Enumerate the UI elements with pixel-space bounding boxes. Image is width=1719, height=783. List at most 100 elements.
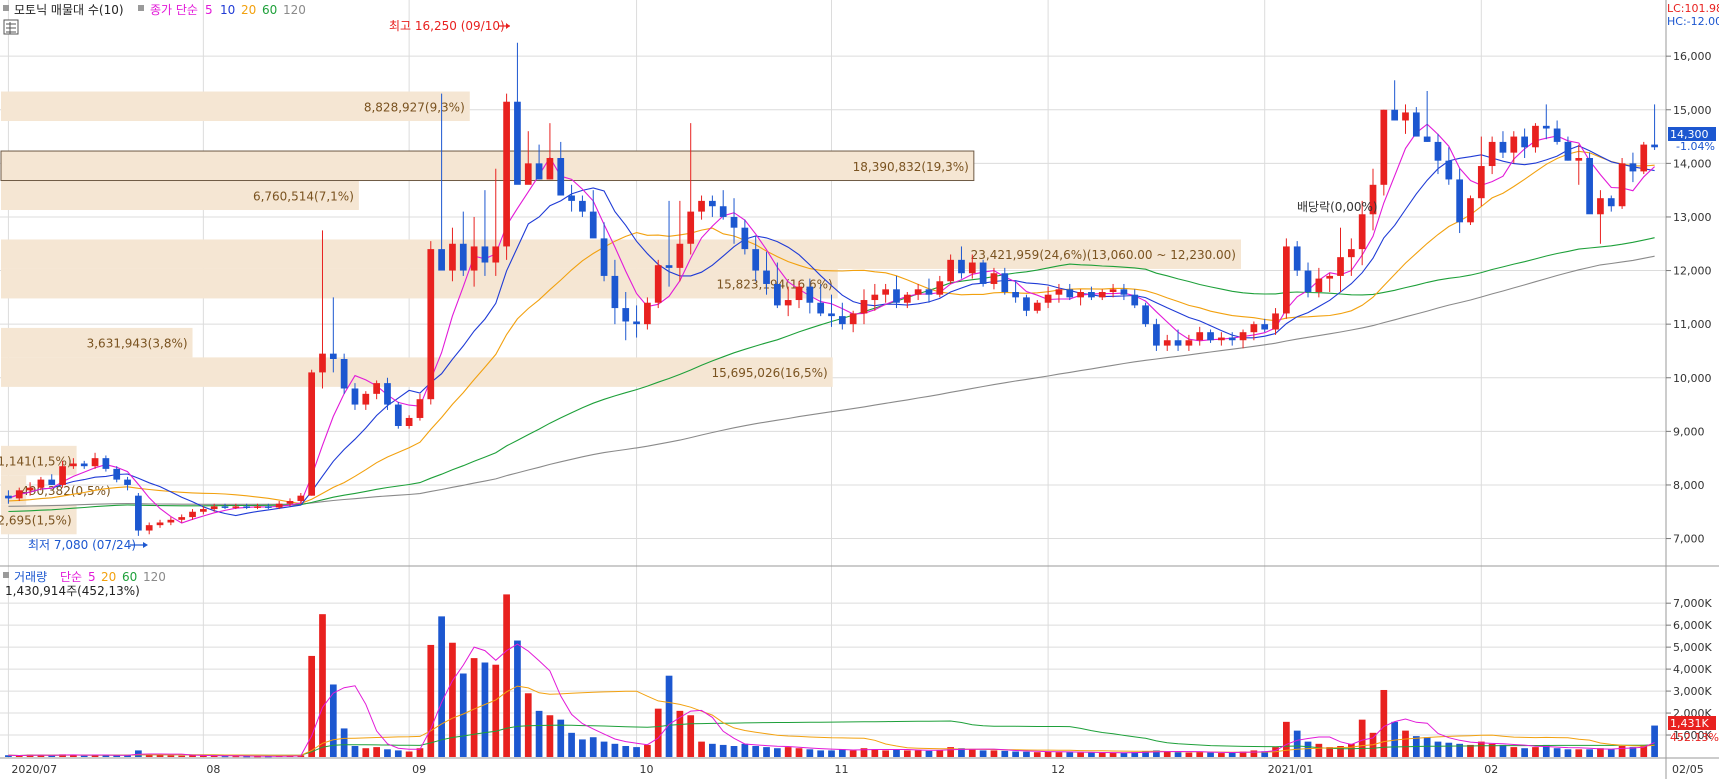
volume-bar xyxy=(1044,751,1052,757)
volume-bar xyxy=(795,748,803,757)
candle-body xyxy=(546,158,554,180)
candle-body xyxy=(893,289,900,303)
volume-profile-label: 18,390,832(19,3%) xyxy=(853,160,969,174)
candle-body xyxy=(719,206,727,217)
volume-bar xyxy=(113,755,121,757)
candle-body xyxy=(709,200,716,207)
low-annotation: 최저 7,080 (07/24) xyxy=(28,538,136,552)
volume-ma5-legend: 5 xyxy=(88,570,96,584)
candle-body xyxy=(59,466,66,485)
date-tick-label: 09 xyxy=(412,763,426,776)
candle-body xyxy=(633,321,640,325)
volume-bar xyxy=(719,744,727,757)
price-tick-label: 8,000 xyxy=(1673,479,1705,492)
volume-bars[interactable] xyxy=(5,594,1658,758)
volume-bar xyxy=(1467,744,1474,757)
volume-bar xyxy=(611,743,619,757)
candle-body xyxy=(773,283,781,306)
candle-body xyxy=(384,383,391,405)
candle-body xyxy=(362,393,370,405)
candle-body xyxy=(145,525,153,531)
volume-bar xyxy=(1023,751,1030,757)
volume-bar xyxy=(1629,747,1637,757)
candle-body xyxy=(817,302,825,314)
candle-body xyxy=(156,522,164,526)
candle-body xyxy=(784,300,792,306)
high-arrow-head xyxy=(506,23,510,29)
volume-bar xyxy=(1347,743,1355,757)
candle-body xyxy=(1467,198,1474,223)
volume-bar xyxy=(329,684,337,757)
volume-bar xyxy=(1250,750,1258,757)
candle-body xyxy=(1412,112,1420,137)
volume-bar xyxy=(903,750,911,757)
candle-body xyxy=(70,463,77,467)
candle-body xyxy=(243,506,251,508)
candle-body xyxy=(275,503,283,508)
ma10-line xyxy=(8,145,1655,517)
dividend-annotation: 배당락(0,00%) xyxy=(1297,200,1378,214)
candle-body xyxy=(1001,273,1009,292)
volume-bar xyxy=(1477,741,1485,757)
volume-profile-bar xyxy=(1,268,838,299)
volume-bar xyxy=(1077,752,1084,757)
candle-body xyxy=(1402,112,1409,121)
candle-body xyxy=(1586,158,1593,215)
candle-body xyxy=(871,294,879,301)
candle-body xyxy=(1358,214,1366,250)
volume-profile-labels: 1,362,695(1,5%)490,382(0,5%)1,431,141(1,… xyxy=(0,100,1236,527)
volume-bar xyxy=(124,755,131,757)
price-tick-label: 14,000 xyxy=(1673,157,1712,170)
candle-body xyxy=(1272,313,1279,330)
volume-bar xyxy=(1575,749,1583,757)
candle-body xyxy=(600,238,608,276)
candle-body xyxy=(1163,340,1171,346)
volume-bar xyxy=(1207,752,1214,757)
candle-body xyxy=(1077,292,1084,298)
volume-bar xyxy=(459,673,467,757)
volume-profile-bar xyxy=(1,180,359,210)
volume-profile-bar xyxy=(1,357,833,387)
volume-bar xyxy=(1261,751,1269,757)
candlestick-series[interactable] xyxy=(5,42,1658,536)
volume-bar xyxy=(1337,746,1344,757)
date-tick-label: 12 xyxy=(1051,763,1065,776)
volume-tick-label: 7,000K xyxy=(1673,597,1712,610)
candle-body xyxy=(308,372,316,496)
volume-bar xyxy=(1521,748,1528,757)
volume-bar xyxy=(1088,752,1095,757)
candle-body xyxy=(113,468,121,480)
candle-body xyxy=(319,353,326,373)
volume-bar xyxy=(1196,751,1204,757)
candle-body xyxy=(1456,179,1464,223)
price-axis-ticks: 7,000 8,000 9,000 10,000 11,000 12,000 13,000 1… xyxy=(1666,50,1712,546)
candle-body xyxy=(80,463,88,467)
volume-bar xyxy=(1391,721,1399,757)
candle-body xyxy=(102,458,110,469)
volume-bar xyxy=(1218,753,1225,757)
volume-bar xyxy=(1239,751,1247,757)
indicator-title[interactable]: 모토닉 매물대 수(10) xyxy=(14,3,124,17)
ma-type-label[interactable]: 종가 단순 xyxy=(150,3,198,17)
candle-body xyxy=(1196,332,1204,341)
volume-last-value: 1,430,914주(452,13%) xyxy=(5,584,140,598)
candle-body xyxy=(1044,294,1052,303)
volume-bar xyxy=(178,755,186,757)
moving-average-lines xyxy=(8,123,1655,524)
candle-body xyxy=(1434,141,1442,161)
volume-profile-label: 23,421,959(24,6%)(13,060.00 ~ 12,230.00) xyxy=(971,248,1236,262)
volume-bar xyxy=(676,710,684,757)
candle-body xyxy=(806,286,814,303)
volume-title[interactable]: 거래량 xyxy=(14,570,47,584)
candle-body xyxy=(925,289,933,295)
price-tick-label: 13,000 xyxy=(1673,211,1712,224)
candle-body xyxy=(340,359,348,389)
candle-body xyxy=(427,249,435,400)
price-tick-label: 16,000 xyxy=(1673,50,1712,63)
price-tick-label: 10,000 xyxy=(1673,372,1712,385)
candle-body xyxy=(687,211,695,244)
ma20-legend: 20 xyxy=(241,3,256,17)
volume-bar xyxy=(871,749,879,757)
volume-bar xyxy=(1033,752,1041,757)
